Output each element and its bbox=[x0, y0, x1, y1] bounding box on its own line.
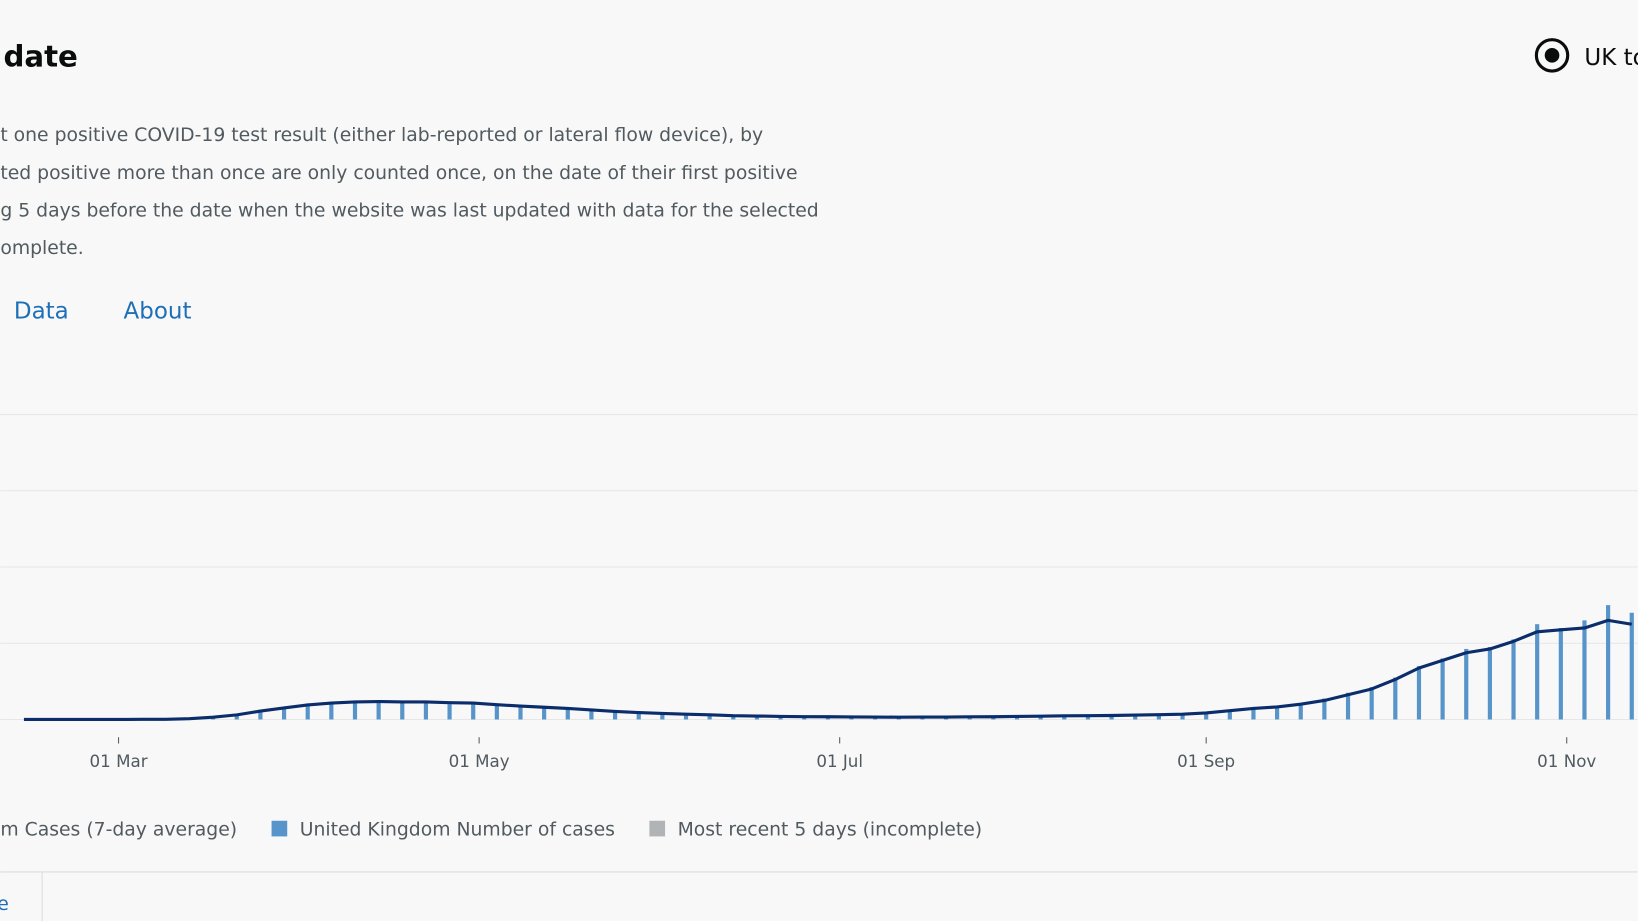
bar bbox=[1204, 712, 1209, 720]
legend: m Cases (7-day average) United Kingdom Nu… bbox=[0, 820, 982, 841]
bar bbox=[329, 703, 334, 720]
tab[interactable]: Data bbox=[14, 299, 69, 325]
legend-swatch bbox=[649, 820, 666, 837]
bar bbox=[234, 713, 239, 720]
bar bbox=[589, 709, 594, 720]
bar bbox=[754, 716, 760, 720]
bar bbox=[258, 709, 263, 720]
bar bbox=[1227, 709, 1232, 720]
bar bbox=[1180, 713, 1185, 720]
bar bbox=[423, 701, 429, 720]
line bbox=[23, 618, 1632, 722]
radio-dot bbox=[1544, 48, 1560, 63]
bar bbox=[305, 703, 310, 720]
bar bbox=[376, 702, 381, 720]
legend-label: United Kingdom Number of cases bbox=[300, 820, 615, 841]
bar bbox=[1156, 714, 1161, 720]
bar bbox=[1511, 639, 1516, 720]
bar bbox=[1369, 687, 1374, 720]
x-tick-label: 01 May bbox=[449, 751, 510, 771]
bar bbox=[1606, 605, 1611, 720]
x-tick-label: 01 Jul bbox=[816, 751, 863, 771]
bar bbox=[636, 712, 641, 720]
bar bbox=[1251, 707, 1256, 720]
bar bbox=[778, 716, 783, 720]
bar bbox=[565, 708, 570, 720]
x-tick-label: 01 Nov bbox=[1537, 751, 1596, 771]
bar bbox=[612, 712, 618, 720]
bar bbox=[660, 713, 665, 720]
bar bbox=[542, 707, 547, 720]
bar bbox=[281, 708, 287, 720]
plot: 01 Mar 01 May 01 Jul 01 Sep 01 Nov bbox=[0, 414, 1638, 771]
legend-label: m Cases (7-day average) bbox=[0, 820, 237, 841]
bar bbox=[1535, 624, 1540, 720]
bar bbox=[1275, 705, 1280, 720]
legend-swatch bbox=[271, 820, 288, 837]
bar bbox=[1298, 703, 1303, 720]
description: t one positive COVID-19 test result (eit… bbox=[0, 125, 763, 146]
bar bbox=[471, 701, 476, 720]
description: omplete. bbox=[0, 238, 83, 259]
x-tick-label: 01 Mar bbox=[90, 751, 148, 771]
bar bbox=[447, 704, 452, 720]
bar bbox=[1558, 627, 1563, 720]
footer-link[interactable]: e bbox=[0, 894, 9, 915]
bar bbox=[1085, 715, 1091, 720]
bar bbox=[1416, 666, 1422, 720]
bar bbox=[352, 700, 358, 720]
bar bbox=[1629, 612, 1634, 720]
page-title: date bbox=[3, 39, 77, 73]
legend-label: Most recent 5 days (incomplete) bbox=[678, 820, 983, 841]
bar bbox=[1345, 692, 1351, 720]
bar bbox=[1440, 658, 1445, 720]
bar bbox=[494, 705, 499, 720]
bar bbox=[400, 702, 405, 720]
bar bbox=[1487, 647, 1492, 720]
bar bbox=[1393, 677, 1398, 720]
bar bbox=[1322, 698, 1327, 720]
bar bbox=[731, 716, 736, 720]
description: g 5 days before the date when the websit… bbox=[0, 200, 818, 221]
bar bbox=[518, 705, 523, 720]
description: ted positive more than once are only cou… bbox=[0, 163, 797, 184]
bar bbox=[707, 715, 712, 720]
x-tick-label: 01 Sep bbox=[1177, 751, 1235, 771]
radio[interactable] bbox=[1534, 38, 1570, 73]
bar bbox=[1133, 714, 1138, 720]
bar bbox=[1464, 648, 1469, 720]
bar bbox=[1109, 715, 1114, 720]
bar bbox=[683, 714, 689, 720]
radio-label[interactable]: UK to bbox=[1584, 45, 1638, 71]
bar bbox=[1062, 715, 1067, 720]
bar bbox=[1582, 620, 1587, 720]
tab[interactable]: About bbox=[124, 299, 192, 325]
